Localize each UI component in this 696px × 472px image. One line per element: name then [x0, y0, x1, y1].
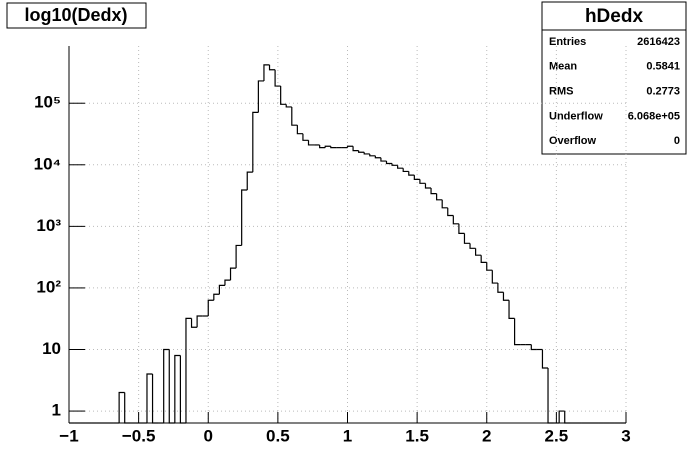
x-tick-label: 0.5	[266, 426, 290, 445]
bin	[380, 157, 387, 162]
bin	[369, 153, 376, 157]
bin	[469, 243, 476, 249]
stats-label: Mean	[549, 61, 577, 73]
bin	[263, 64, 270, 81]
bin	[436, 193, 443, 201]
bin	[124, 392, 131, 424]
stats-label: RMS	[549, 86, 573, 98]
bin	[268, 64, 276, 71]
bin	[564, 411, 571, 424]
bin	[374, 155, 381, 159]
bin	[452, 215, 459, 225]
bin	[408, 171, 415, 176]
bin	[514, 318, 521, 346]
bin	[151, 373, 159, 424]
bin	[358, 150, 365, 153]
stats-label: Entries	[549, 36, 586, 48]
bin	[241, 189, 248, 246]
bin	[530, 344, 537, 351]
bin	[179, 355, 186, 424]
bin	[146, 373, 153, 423]
bin	[285, 104, 292, 108]
bin	[252, 111, 259, 173]
bin	[274, 69, 281, 87]
bin	[190, 318, 198, 328]
y-tick-label: 10²	[36, 277, 61, 296]
bin	[213, 293, 220, 301]
bin	[419, 179, 426, 184]
bin	[508, 300, 515, 319]
bin	[363, 152, 370, 155]
stats-label: Overflow	[549, 135, 597, 147]
bin	[224, 279, 231, 286]
stats-value: 2616423	[637, 36, 680, 48]
stats-box	[541, 1, 687, 155]
bin	[447, 207, 454, 217]
bin	[480, 255, 487, 263]
stats-value: 0.5841	[646, 61, 680, 73]
bin	[430, 187, 437, 195]
x-tick-label: −0.5	[122, 426, 156, 445]
bin	[385, 161, 393, 165]
bin	[174, 354, 181, 423]
bin	[257, 80, 264, 113]
bin	[163, 348, 170, 423]
bin	[207, 299, 214, 316]
x-tick-label: 2.5	[545, 426, 569, 445]
bin	[319, 144, 326, 149]
bin	[475, 248, 482, 256]
y-tick-label: 10	[42, 339, 61, 358]
bin	[118, 391, 125, 423]
bin	[463, 233, 471, 244]
bin	[391, 163, 398, 166]
bin	[458, 223, 465, 234]
bin	[424, 183, 432, 189]
bin	[397, 165, 404, 169]
x-tick-label: 2	[482, 426, 491, 445]
y-tick-label: 10³	[36, 216, 61, 235]
stats-value: 0	[674, 135, 680, 147]
bin	[218, 284, 225, 295]
bin	[196, 315, 203, 328]
stats-title: hDedx	[585, 6, 644, 27]
x-tick-label: −1	[59, 426, 78, 445]
bin	[296, 125, 303, 135]
bin	[324, 145, 331, 148]
x-tick-label: 0	[204, 426, 213, 445]
bin	[307, 140, 315, 146]
chart-title: log10(Dedx)	[24, 5, 127, 25]
bin	[280, 86, 287, 105]
bin	[291, 106, 298, 126]
bin	[558, 410, 565, 423]
x-tick-label: 1	[343, 426, 352, 445]
x-tick-label: 3	[621, 426, 630, 445]
y-tick-label: 10⁵	[34, 93, 61, 112]
y-tick-label: 1	[52, 401, 61, 420]
stats-value: 6.068e+05	[628, 110, 680, 122]
bin	[502, 292, 510, 301]
bin	[330, 146, 337, 149]
stats-label: Underflow	[549, 110, 603, 122]
bin	[486, 262, 493, 271]
bin	[229, 267, 237, 281]
bin	[402, 168, 409, 173]
bin	[302, 133, 309, 141]
title-box	[6, 2, 147, 29]
bin	[547, 368, 554, 424]
bin	[346, 145, 354, 148]
bin	[185, 317, 192, 423]
bin	[441, 199, 448, 209]
x-tick-label: 1.5	[405, 426, 429, 445]
bin	[352, 146, 359, 152]
bin	[491, 270, 498, 284]
bin	[497, 283, 504, 293]
y-tick-label: 10⁴	[34, 154, 61, 173]
bin	[413, 175, 420, 180]
bin	[541, 349, 549, 369]
bin	[235, 244, 242, 269]
stats-value: 0.2773	[646, 86, 680, 98]
bin	[168, 349, 175, 424]
bin	[246, 171, 253, 190]
